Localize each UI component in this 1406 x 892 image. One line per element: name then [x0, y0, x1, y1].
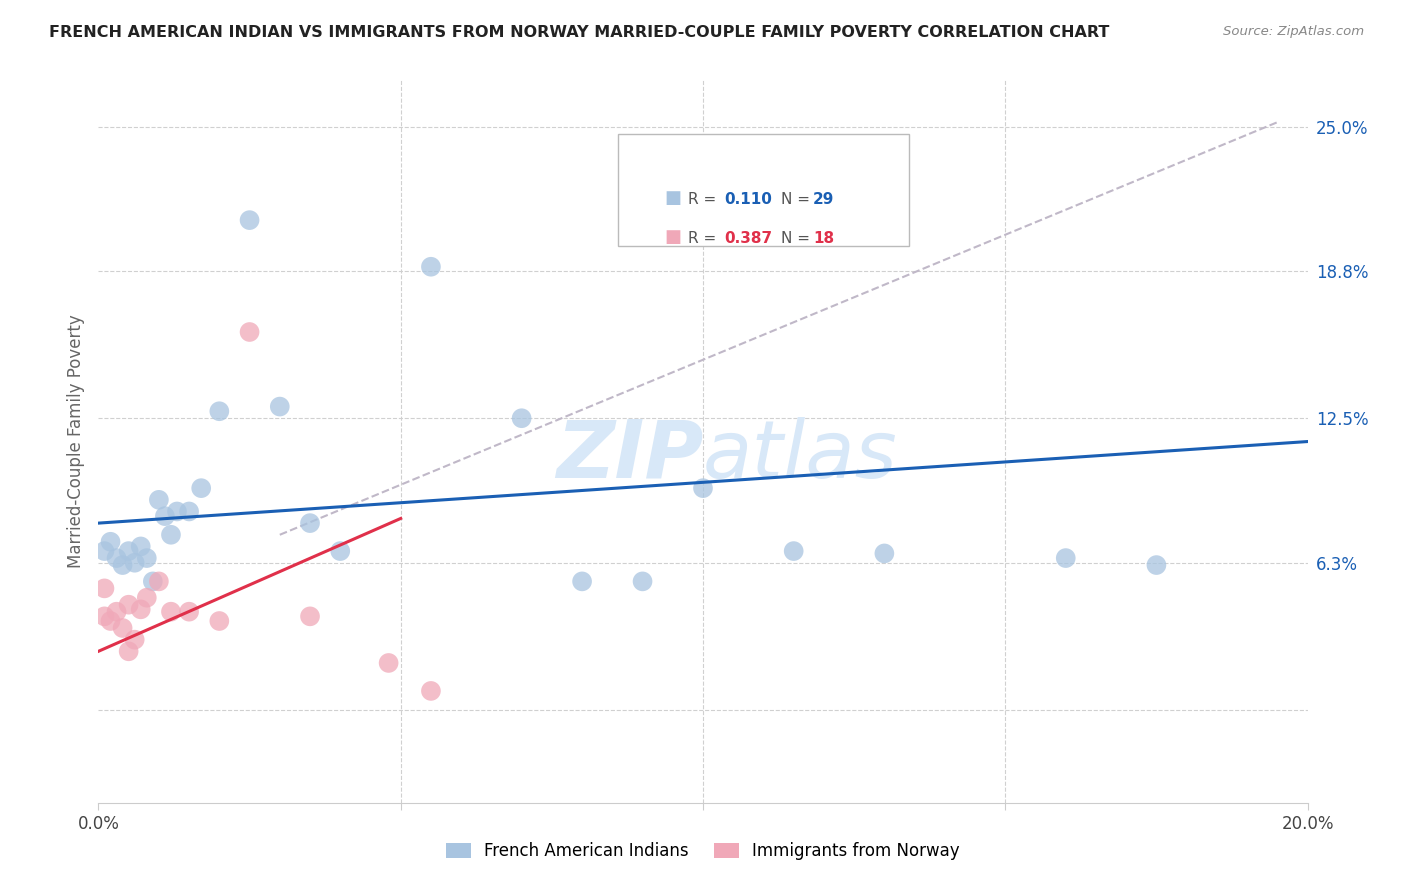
Point [93, 544, 115, 558]
Point [124, 632, 146, 647]
Point [510, 411, 533, 425]
Point [208, 404, 231, 418]
Point [377, 656, 399, 670]
Point [1144, 558, 1167, 572]
Text: 29: 29 [813, 192, 835, 207]
Text: Source: ZipAtlas.com: Source: ZipAtlas.com [1223, 25, 1364, 38]
Point [179, 504, 201, 518]
Point [118, 644, 141, 658]
Text: N =: N = [780, 231, 814, 246]
Point [571, 574, 593, 589]
Point [148, 492, 170, 507]
Text: 0.387: 0.387 [724, 231, 772, 246]
Text: ■: ■ [664, 227, 681, 246]
FancyBboxPatch shape [619, 135, 908, 246]
Point [179, 605, 201, 619]
Point [111, 558, 134, 572]
Point [135, 591, 157, 605]
Text: 0.110: 0.110 [724, 192, 772, 207]
Point [631, 574, 654, 589]
Point [420, 260, 443, 274]
Point [93, 582, 115, 596]
Point [129, 540, 152, 554]
Point [118, 544, 141, 558]
Point [100, 534, 122, 549]
Point [873, 546, 896, 560]
Legend: French American Indians, Immigrants from Norway: French American Indians, Immigrants from… [439, 836, 967, 867]
Point [148, 574, 170, 589]
Point [160, 528, 183, 542]
Point [299, 516, 322, 530]
Point [100, 614, 122, 628]
Point [105, 605, 128, 619]
Point [329, 544, 352, 558]
Point [93, 609, 115, 624]
Text: FRENCH AMERICAN INDIAN VS IMMIGRANTS FROM NORWAY MARRIED-COUPLE FAMILY POVERTY C: FRENCH AMERICAN INDIAN VS IMMIGRANTS FRO… [49, 25, 1109, 40]
Point [299, 609, 322, 624]
Point [135, 551, 157, 566]
Point [142, 574, 165, 589]
Y-axis label: Married-Couple Family Poverty: Married-Couple Family Poverty [66, 315, 84, 568]
Point [160, 605, 183, 619]
Text: R =: R = [688, 231, 721, 246]
Text: atlas: atlas [703, 417, 898, 495]
Point [129, 602, 152, 616]
Point [124, 556, 146, 570]
Point [190, 481, 212, 495]
Point [208, 614, 231, 628]
Text: R =: R = [688, 192, 721, 207]
Point [166, 504, 188, 518]
Point [111, 621, 134, 635]
Point [153, 509, 176, 524]
Point [692, 481, 714, 495]
Point [105, 551, 128, 566]
Text: N =: N = [780, 192, 814, 207]
Text: 18: 18 [813, 231, 834, 246]
Point [1054, 551, 1077, 566]
Point [239, 213, 262, 227]
Point [269, 400, 291, 414]
Text: ZIP: ZIP [555, 417, 703, 495]
Point [783, 544, 806, 558]
Point [118, 598, 141, 612]
Point [239, 325, 262, 339]
Point [420, 684, 443, 698]
Text: ■: ■ [664, 188, 681, 207]
